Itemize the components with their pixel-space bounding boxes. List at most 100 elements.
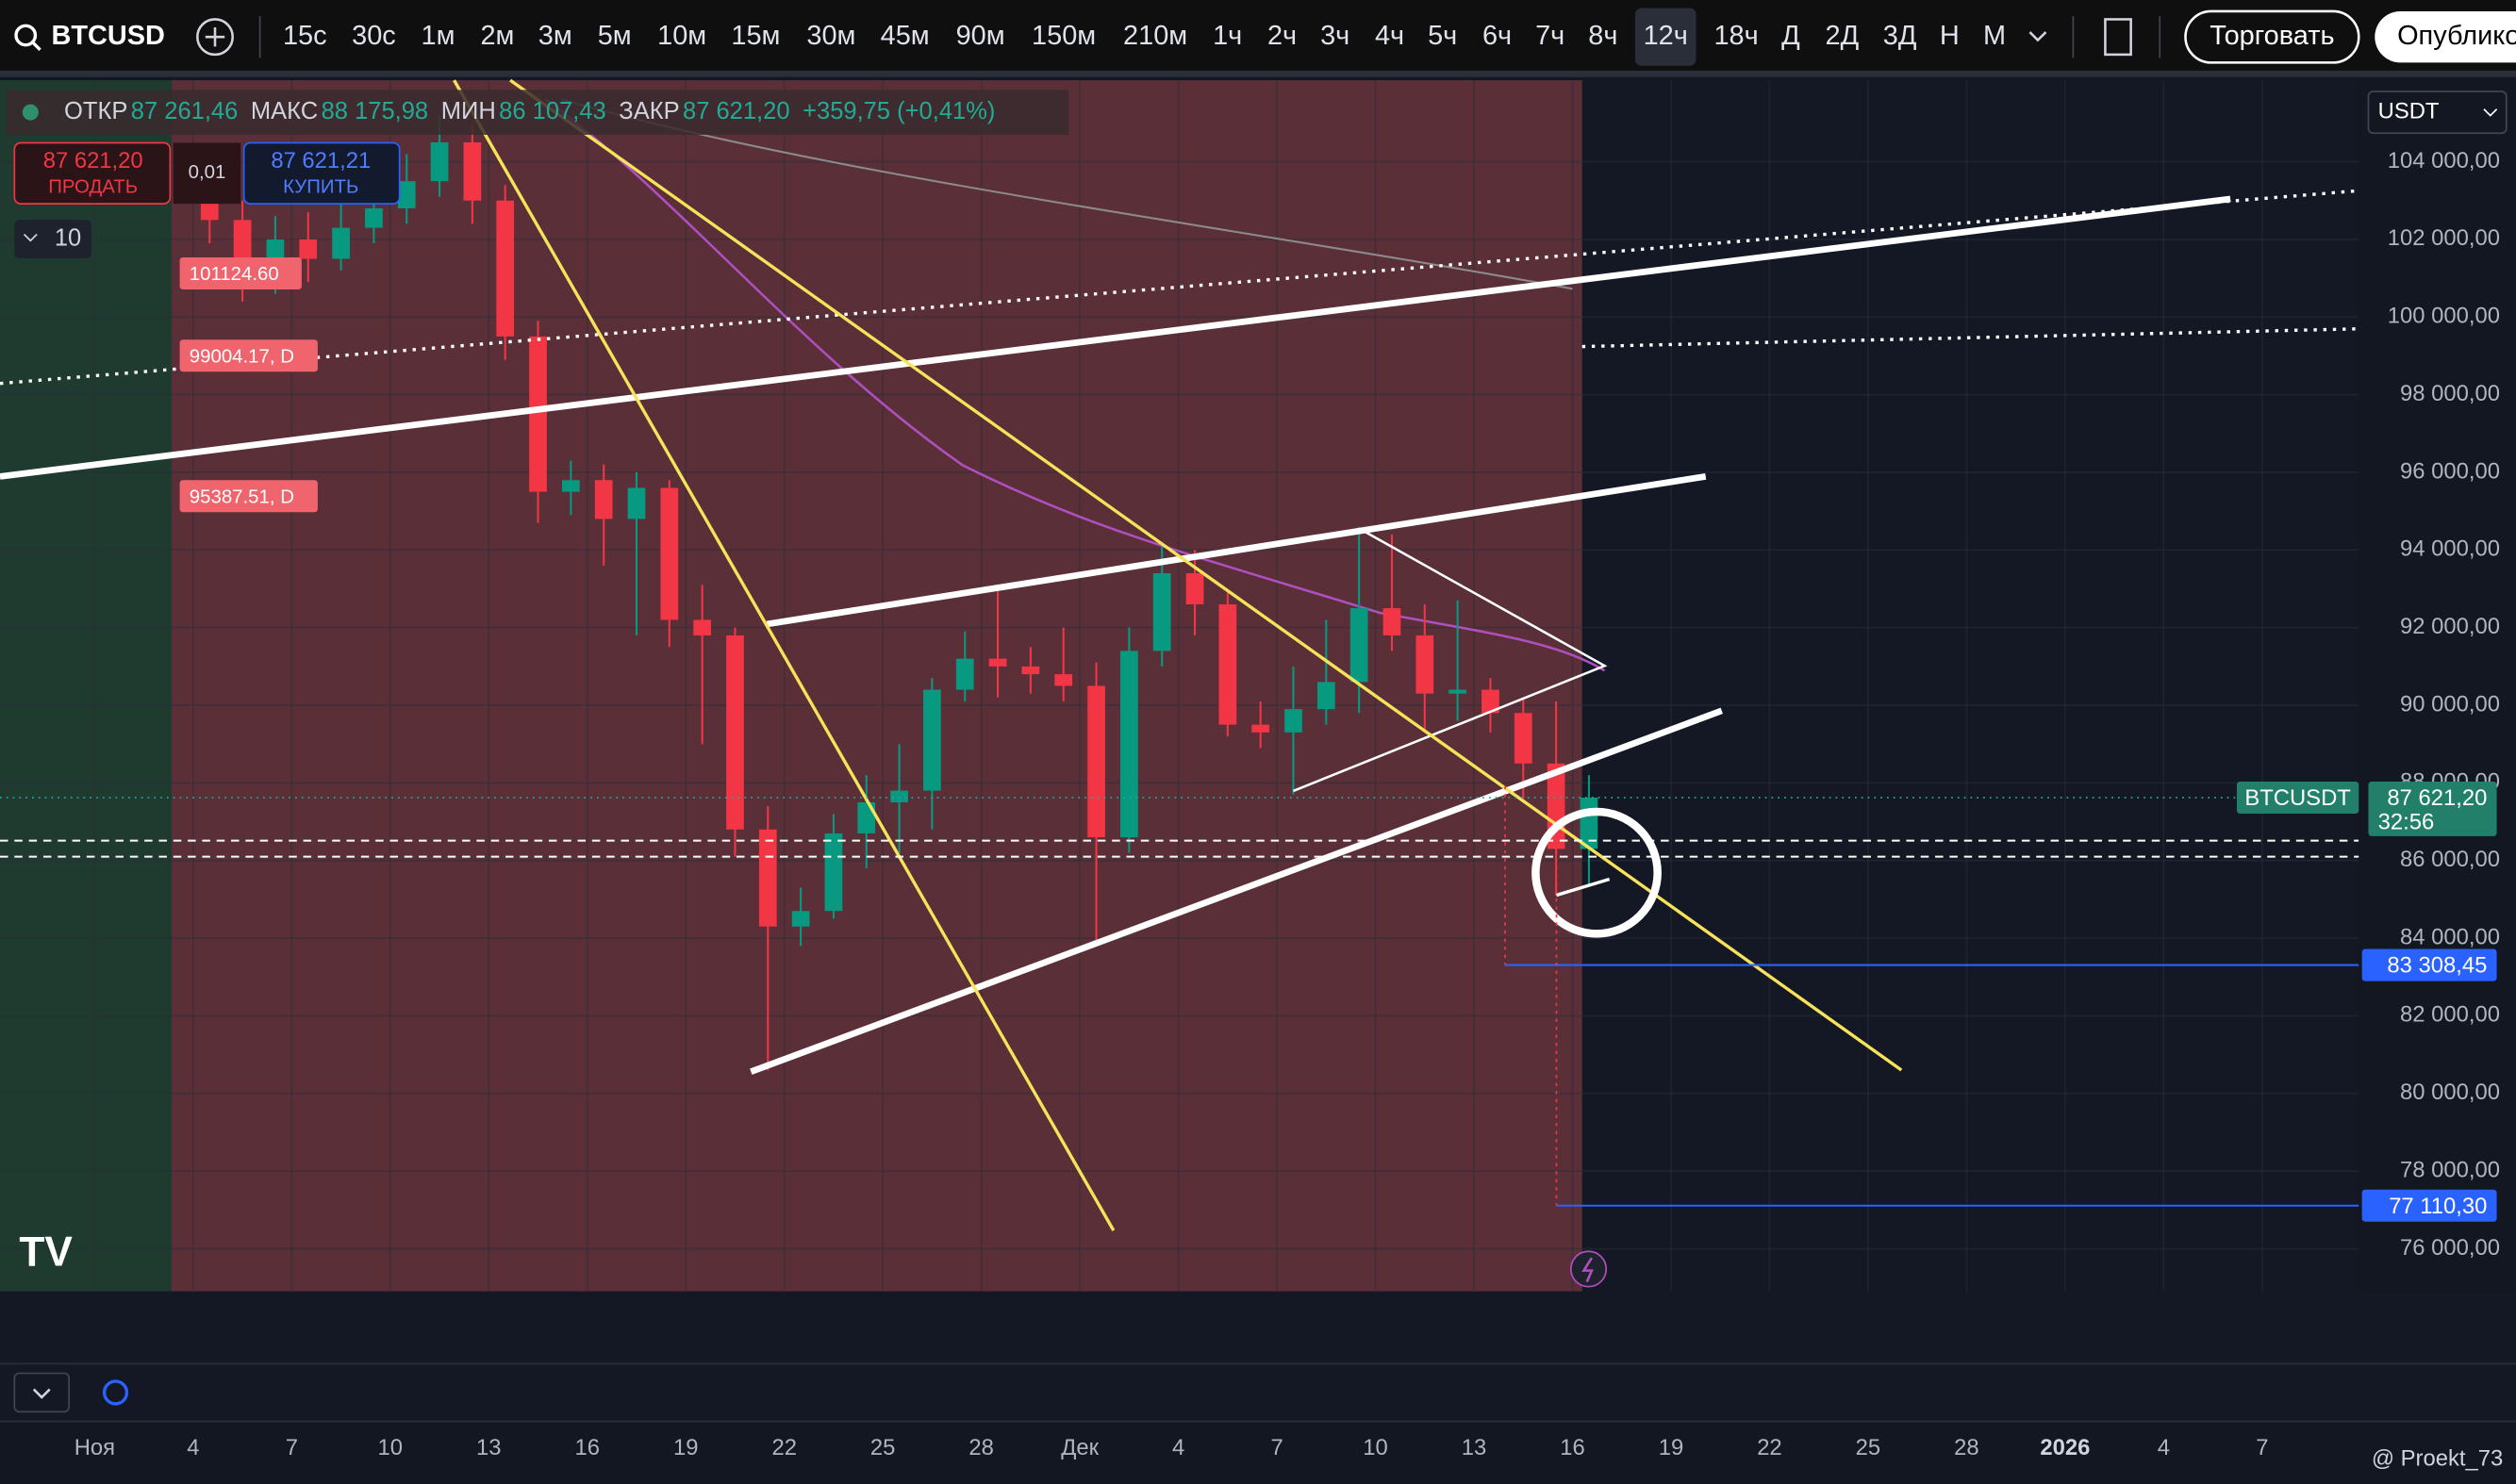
x-tick-label: Ноя [74,1435,115,1460]
x-tick-label: Дек [1061,1435,1099,1460]
publish-button-label[interactable]: Опублико [2397,21,2516,51]
candle-body [1120,651,1138,838]
buy-button[interactable] [242,141,401,205]
interval[interactable]: 15м [731,21,780,51]
interval[interactable]: 5ч [1428,21,1457,51]
active-interval-bg [1634,8,1697,66]
interval[interactable]: 2м [480,21,514,51]
moving-average [544,98,1606,672]
buy-price[interactable]: 87 621,21 [271,148,371,173]
x-tick-label: 7 [2256,1435,2268,1460]
candle-body [660,487,679,620]
triangle [1292,528,1608,793]
intervals: 15с 30с 1м 2м 3м 5м 10м 15м 30м 45м 90м 150м 210м 1ч 2… [283,8,2006,66]
x-tick-label: 10 [1363,1435,1388,1460]
candle-body [1218,603,1237,725]
quantity[interactable]: 10 [55,224,81,251]
chart-type-icon[interactable] [2104,18,2132,57]
interval[interactable]: Н [1940,21,1960,51]
interval[interactable]: 2Д [1826,21,1860,51]
x-tick-label: 19 [673,1435,699,1460]
y-tick-label: 96 000,00 [2400,458,2500,484]
interval[interactable]: Д [1781,21,1800,51]
x-tick-label: 25 [870,1435,896,1460]
yellow-line [453,79,1116,1231]
legend-label: МАКС [251,98,318,124]
more-intervals[interactable] [2028,31,2047,42]
legend-change: +359,75 (+0,41%) [803,98,995,124]
spread-box [173,142,241,205]
lightning-button[interactable] [1569,1250,1608,1288]
sell-price[interactable]: 87 621,20 [43,148,143,173]
symbol-tag-label: BTCUSDT [2244,785,2350,811]
x-tick-label: 2026 [2040,1435,2090,1460]
publish-button[interactable] [2375,10,2516,63]
currency-select[interactable] [2367,91,2508,135]
interval[interactable]: М [1983,21,2006,51]
interval[interactable]: 10м [657,21,706,51]
x-tick-label: 28 [968,1435,994,1460]
trade-button-label[interactable]: Торговать [2210,21,2334,51]
interval[interactable]: 7ч [1535,21,1564,51]
x-tick-label: 7 [1270,1435,1283,1460]
sell-button[interactable] [13,141,172,205]
status-dot [22,104,39,121]
interval[interactable]: 30м [806,21,855,51]
candle-body [1054,674,1073,686]
small-line [1555,877,1611,898]
interval[interactable]: 45м [881,21,930,51]
candles [200,115,1598,1071]
trend-line [0,195,2231,480]
candle-body [1316,682,1335,710]
interval[interactable]: 15с [283,21,327,51]
collapse-button[interactable] [13,1372,71,1413]
interval[interactable]: 8ч [1588,21,1617,51]
level-label: 95387.51, D [190,486,294,507]
interval[interactable]: 4ч [1375,21,1404,51]
legend-value: 87 261,46 [131,98,239,124]
last-price-label: 87 621,20 [2387,785,2487,811]
interval[interactable]: 90м [956,21,1005,51]
interval[interactable]: 2ч [1267,21,1297,51]
quantity-box[interactable] [14,220,91,258]
last-price-tag [2368,781,2497,836]
interval[interactable]: 3м [538,21,572,51]
trade-button[interactable] [2184,9,2360,64]
interval[interactable]: 210м [1123,21,1187,51]
level-label: 99004.17, D [190,346,294,367]
interval[interactable]: 3ч [1320,21,1349,51]
search-icon[interactable] [14,24,38,47]
watermark: @ Proekt_73 [2372,1446,2503,1472]
legend-value: 88 175,98 [322,98,429,124]
red-zone [172,80,1582,1292]
add-button[interactable] [196,18,234,57]
interval[interactable]: 150м [1032,21,1096,51]
refresh-button[interactable] [102,1379,129,1406]
candle-body [693,619,712,635]
symbol[interactable]: BTCUSD [51,21,164,51]
candle-body [1284,709,1302,733]
interval[interactable]: 1м [422,21,455,51]
candle-body [299,239,318,259]
candle-body [1481,689,1499,714]
x-tick-label: 13 [476,1435,502,1460]
interval[interactable]: 6ч [1482,21,1512,51]
interval[interactable]: 12ч [1644,21,1688,51]
interval[interactable]: 1ч [1213,21,1242,51]
legend-background [6,90,1069,135]
sell-label[interactable]: ПРОДАТЬ [48,177,138,198]
interval[interactable]: 3Д [1883,21,1917,51]
candle-body [923,689,941,791]
highlight-circle [1531,807,1662,938]
candle-body [890,790,908,802]
interval[interactable]: 18ч [1713,21,1758,51]
legend-label: ОТКР [64,98,127,124]
candle-body [955,658,974,690]
interval[interactable]: 30с [352,21,396,51]
buy-label[interactable]: КУПИТЬ [283,177,358,198]
interval[interactable]: 5м [598,21,632,51]
currency[interactable]: USDT [2378,98,2440,124]
countdown: 32:56 [2378,810,2435,835]
y-tick-label: 100 000,00 [2388,304,2500,329]
